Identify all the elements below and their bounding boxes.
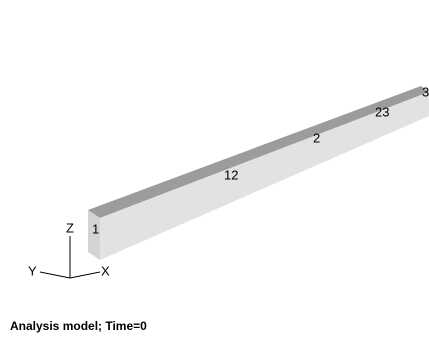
node-label: 12 <box>224 167 238 182</box>
y-axis <box>40 272 70 278</box>
z-label: Z <box>66 220 74 235</box>
caption: Analysis model; Time=0 <box>10 319 147 333</box>
node-label: 2 <box>313 130 320 145</box>
viewport: 1 12 2 23 3 Z Y X Analysis model; Time=0 <box>0 0 429 343</box>
node-label: 23 <box>375 104 389 119</box>
y-label: Y <box>28 263 37 278</box>
node-label: 3 <box>422 84 429 99</box>
x-axis <box>70 272 100 278</box>
x-label: X <box>101 263 110 278</box>
node-label: 1 <box>92 221 99 236</box>
